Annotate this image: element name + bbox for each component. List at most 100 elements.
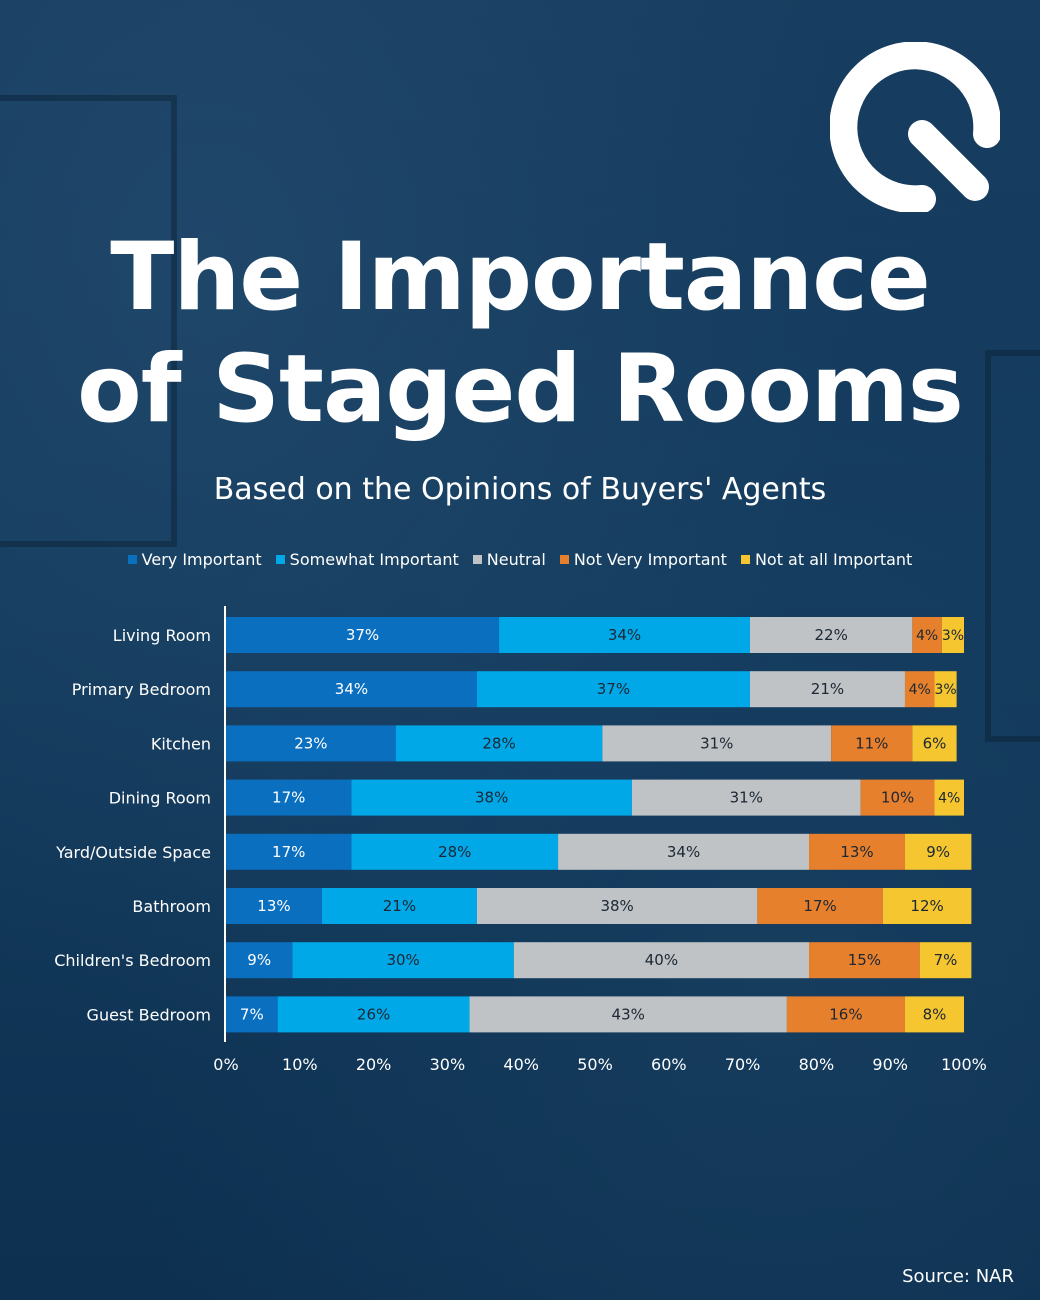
category-label: Yard/Outside Space: [55, 843, 211, 862]
data-label: 7%: [240, 1005, 264, 1023]
legend-swatch: [472, 555, 482, 564]
bar-segment: [292, 942, 514, 979]
x-tick-label: 60%: [651, 1055, 687, 1074]
source-note: Source: NAR: [902, 1266, 1014, 1287]
bar-segment: [860, 779, 935, 816]
bar-segment: [809, 833, 905, 870]
bar-segment: [226, 617, 500, 653]
bar-segment: [882, 888, 972, 924]
data-label: 13%: [257, 897, 290, 915]
category-label: Living Room: [113, 626, 211, 645]
legend-label: Not at all Important: [754, 550, 913, 569]
data-label: 15%: [848, 951, 881, 969]
title-line-1: The Importance: [110, 223, 930, 332]
legend-swatch: [275, 555, 285, 564]
bar-segment: [904, 996, 964, 1033]
data-label: 16%: [829, 1005, 862, 1023]
bar-segment: [476, 671, 750, 708]
legend-item-very-important: Very Important: [127, 550, 262, 569]
data-label: 4%: [916, 628, 938, 644]
x-tick-label: 70%: [725, 1055, 761, 1074]
legend-swatch: [559, 555, 569, 564]
legend-label: Not Very Important: [573, 550, 727, 569]
data-label: 3%: [934, 682, 956, 698]
legend-item-somewhat-important: Somewhat Important: [275, 550, 459, 569]
data-label: 21%: [383, 897, 416, 915]
category-label: Primary Bedroom: [72, 680, 211, 699]
data-label: 34%: [335, 680, 368, 698]
bar-segment: [277, 996, 470, 1033]
bar-segment: [631, 779, 861, 816]
x-tick-label: 90%: [872, 1055, 908, 1074]
data-label: 38%: [475, 789, 508, 807]
data-label: 31%: [730, 789, 763, 807]
legend-label: Neutral: [486, 550, 546, 569]
legend-item-not-very-important: Not Very Important: [559, 550, 727, 569]
data-label: 17%: [803, 897, 836, 915]
bar-segment: [941, 617, 964, 653]
bar-segment: [786, 996, 905, 1033]
x-tick-label: 10%: [282, 1055, 318, 1074]
bar-segment: [904, 833, 972, 870]
x-tick-label: 80%: [799, 1055, 835, 1074]
category-label: Dining Room: [109, 789, 211, 808]
data-label: 31%: [700, 734, 733, 752]
x-tick-label: 40%: [503, 1055, 539, 1074]
x-tick-label: 100%: [941, 1055, 987, 1074]
data-label: 4%: [909, 682, 931, 698]
bar-segment: [226, 996, 278, 1033]
data-label: 17%: [272, 789, 305, 807]
data-label: 30%: [386, 951, 419, 969]
stacked-bar-chart: Living Room 37% 34% 22% 4% 3%Primary Bedroom 3…: [54, 606, 987, 1074]
bar-segment: [934, 671, 957, 708]
bar-segment: [226, 888, 322, 924]
bar-segment: [226, 779, 352, 816]
x-tick-label: 30%: [430, 1055, 466, 1074]
bar-segment: [499, 617, 750, 653]
data-label: 37%: [346, 626, 379, 644]
bar-segment: [226, 725, 396, 762]
bar-segment: [351, 833, 559, 870]
data-label: 13%: [840, 843, 873, 861]
bar-segment: [831, 725, 913, 762]
chart-legend: Very Important Somewhat Important Neutra…: [0, 550, 1040, 569]
bar-segment: [395, 725, 603, 762]
legend-item-not-at-all-important: Not at all Important: [740, 550, 913, 569]
q-logo-icon: [830, 42, 1000, 212]
data-label: 21%: [811, 680, 844, 698]
legend-item-neutral: Neutral: [472, 550, 546, 569]
category-label: Kitchen: [151, 734, 211, 753]
legend-label: Somewhat Important: [289, 550, 459, 569]
bar-segment: [602, 725, 832, 762]
bar-segment: [321, 888, 477, 924]
bar-segment: [912, 617, 942, 653]
category-label: Guest Bedroom: [87, 1005, 211, 1024]
data-label: 7%: [934, 951, 958, 969]
bar-segment: [809, 942, 920, 979]
x-tick-label: 0%: [213, 1055, 238, 1074]
data-label: 4%: [938, 791, 960, 807]
bar-segment: [558, 833, 810, 870]
data-label: 9%: [926, 843, 950, 861]
data-label: 28%: [482, 734, 515, 752]
data-label: 10%: [881, 789, 914, 807]
bar-segment: [912, 725, 957, 762]
bar-segment: [513, 942, 810, 979]
bar-segment: [226, 942, 293, 979]
bar-segment: [476, 888, 758, 924]
data-label: 34%: [667, 843, 700, 861]
data-label: 28%: [438, 843, 471, 861]
data-label: 17%: [272, 843, 305, 861]
data-label: 11%: [855, 734, 888, 752]
data-label: 23%: [294, 734, 327, 752]
category-label: Children's Bedroom: [54, 951, 211, 970]
x-tick-label: 50%: [577, 1055, 613, 1074]
data-label: 8%: [923, 1005, 947, 1023]
bar-segment: [757, 888, 883, 924]
bar-segment: [749, 617, 913, 653]
legend-swatch: [740, 555, 750, 564]
data-label: 3%: [942, 628, 964, 644]
x-tick-label: 20%: [356, 1055, 392, 1074]
background-frame-decoration: [0, 95, 177, 547]
data-label: 22%: [814, 626, 847, 644]
